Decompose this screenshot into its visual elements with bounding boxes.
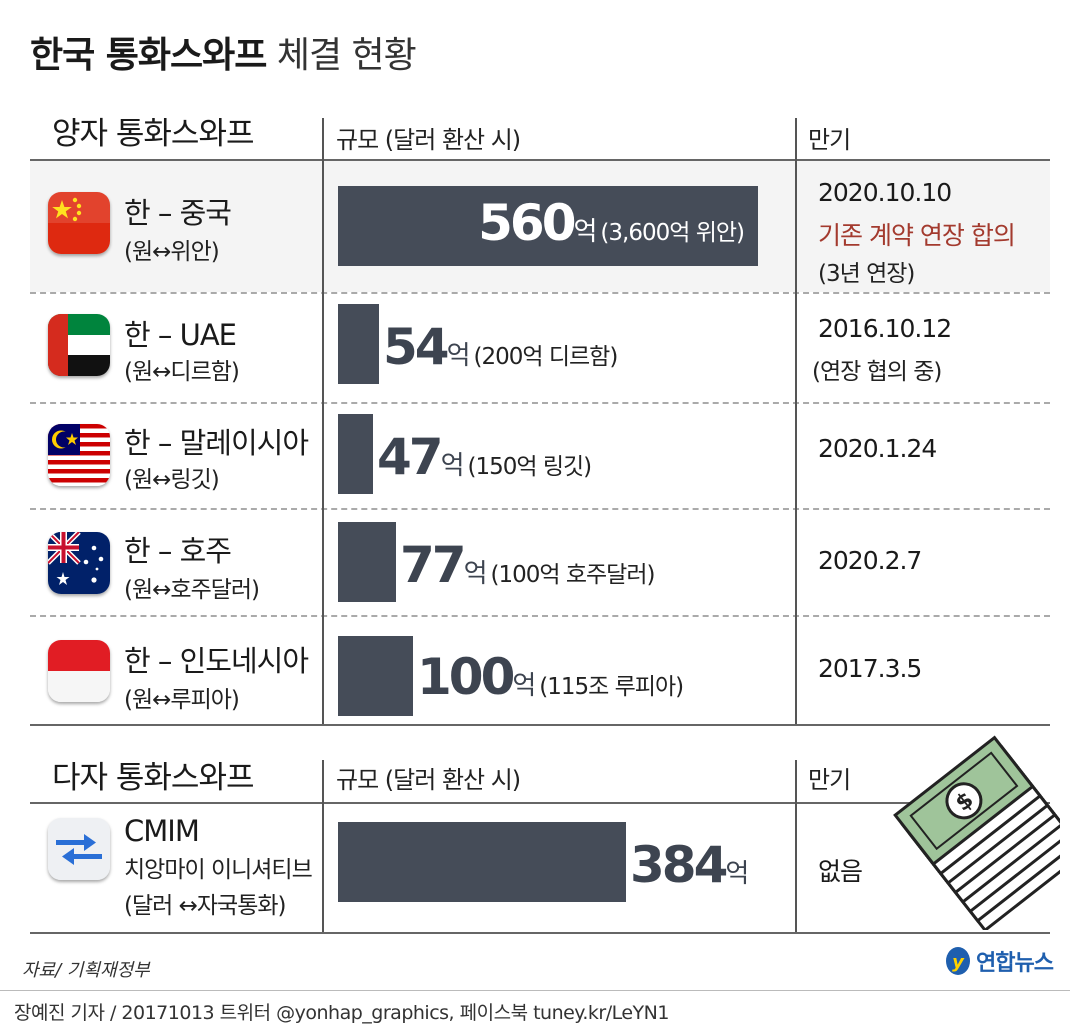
flag-malaysia-icon (48, 424, 110, 486)
bar-malaysia (338, 414, 373, 494)
column-divider (795, 118, 797, 724)
maturity-note-accent: 기존 계약 연장 합의 (818, 221, 1016, 250)
maturity-note: (연장 협의 중) (812, 359, 942, 385)
rule (30, 292, 1050, 294)
value-number: 560 (478, 194, 576, 252)
logo-text: 연합뉴스 (976, 951, 1054, 976)
value-label-indonesia: 100 억 (115조 루피아) (417, 648, 684, 706)
maturity-date: 2016.10.12 (818, 314, 952, 343)
rule (30, 932, 1050, 934)
row-name: 한 – 인도네시아 (124, 644, 309, 678)
maturity-note: (3년 연장) (818, 261, 915, 287)
svg-text:y: y (952, 952, 965, 973)
rule (30, 402, 1050, 404)
footer-divider (0, 990, 1070, 991)
column-divider (322, 760, 324, 932)
value-number: 384 (630, 836, 728, 894)
bar-indonesia (338, 636, 413, 716)
bilateral-section-title: 양자 통화스와프 (52, 116, 254, 152)
bar-china (338, 186, 758, 266)
row-name: 한 – 말레이시아 (124, 426, 309, 460)
value-unit: 억 (446, 341, 471, 371)
flag-uae-icon (48, 314, 110, 376)
value-note: (150억 링깃) (467, 454, 593, 480)
value-unit: 억 (573, 217, 597, 247)
row-sub: (원↔위안) (124, 239, 220, 265)
value-number: 47 (377, 428, 444, 486)
bilateral-scale-header: 규모 (달러 환산 시) (336, 126, 521, 154)
column-divider (322, 118, 324, 724)
value-unit: 억 (463, 559, 488, 589)
value-label-cmim: 384 억 (630, 836, 749, 894)
row-sub: (원↔링깃) (124, 467, 220, 493)
flag-indonesia-icon (48, 640, 110, 702)
value-label-china: 560 억 (3,600억 위안) (478, 194, 745, 252)
flag-china-icon (48, 192, 110, 254)
row-sub: (원↔루피아) (124, 687, 240, 713)
maturity-date: 2020.10.10 (818, 178, 952, 207)
column-divider (795, 760, 797, 932)
value-label-uae: 54 억 (200억 디르함) (383, 318, 619, 376)
value-note: (115조 루피아) (539, 674, 684, 700)
value-number: 100 (417, 648, 515, 706)
bilateral-maturity-header: 만기 (808, 126, 851, 154)
title-bold: 한국 통화스와프 (30, 35, 267, 76)
value-note: (200억 디르함) (473, 344, 619, 370)
bar-uae (338, 304, 379, 384)
value-unit: 억 (725, 859, 749, 889)
rule (30, 802, 1050, 804)
multilateral-section-title: 다자 통화스와프 (52, 760, 254, 796)
value-label-malaysia: 47 억 (150억 링깃) (377, 428, 593, 486)
cmim-name: CMIM (124, 814, 200, 848)
value-note: (3,600억 위안) (600, 220, 745, 246)
cmim-maturity: 없음 (818, 857, 863, 886)
title-normal: 체결 현황 (276, 35, 417, 76)
value-note: (100억 호주달러) (490, 562, 656, 588)
value-number: 54 (383, 318, 450, 376)
row-sub: (원↔디르함) (124, 359, 240, 385)
bar-cmim (338, 822, 626, 902)
cmim-exchange-icon (48, 818, 110, 880)
bar-australia (338, 522, 396, 602)
yonhap-logo: y 연합뉴스 (944, 945, 1054, 977)
row-name: 한 – 호주 (124, 534, 232, 568)
source-note: 자료/ 기획재정부 (22, 960, 150, 981)
flag-australia-icon (48, 532, 110, 594)
rule (30, 724, 1050, 726)
row-sub: (원↔호주달러) (124, 577, 260, 603)
cmim-sub: (달러 ↔자국통화) (124, 893, 286, 919)
value-unit: 억 (512, 671, 536, 701)
maturity-date: 2017.3.5 (818, 654, 922, 683)
rule (30, 508, 1050, 510)
row-name: 한 – UAE (124, 318, 237, 352)
value-unit: 억 (440, 451, 465, 481)
maturity-date: 2020.2.7 (818, 546, 922, 575)
page-title: 한국 통화스와프 체결 현황 (30, 26, 417, 78)
credit-line: 장예진 기자 / 20171013 트위터 @yonhap_graphics, … (14, 1002, 669, 1024)
value-number: 77 (400, 536, 467, 594)
rule (30, 159, 1050, 161)
rule (30, 615, 1050, 617)
maturity-date: 2020.1.24 (818, 434, 937, 463)
money-stack-icon: $ (890, 700, 1070, 933)
yonhap-logo-icon: y (946, 947, 970, 975)
row-name: 한 – 중국 (124, 196, 232, 230)
multilateral-scale-header: 규모 (달러 환산 시) (336, 766, 521, 794)
cmim-name2: 치앙마이 이니셔티브 (124, 857, 313, 883)
multilateral-maturity-header: 만기 (808, 766, 851, 794)
value-label-australia: 77 억 (100억 호주달러) (400, 536, 656, 594)
